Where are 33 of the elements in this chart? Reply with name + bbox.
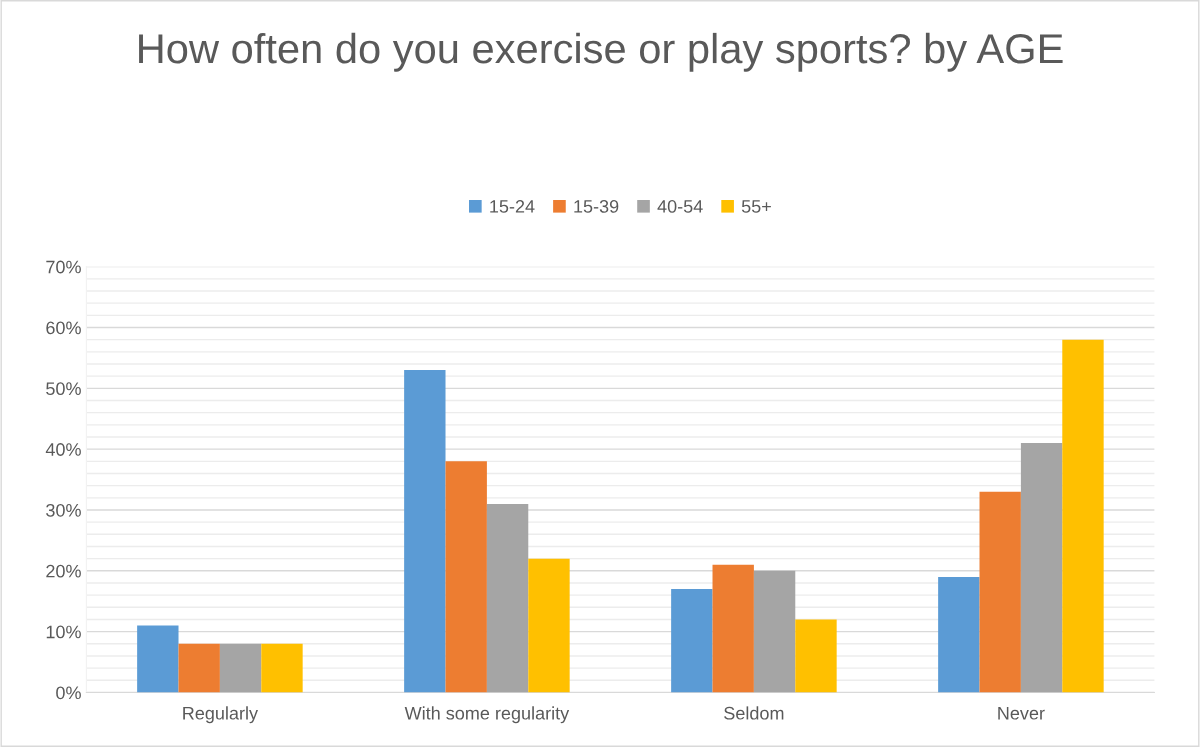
bar [979, 491, 1021, 693]
bar [219, 643, 262, 693]
y-tick-label: 20% [46, 564, 81, 578]
x-tick-label: Regularly [183, 706, 258, 724]
legend-label: 55+ [741, 200, 771, 213]
y-tick-label: 30% [46, 503, 81, 517]
bar [486, 503, 529, 693]
bar [753, 570, 796, 693]
legend-label: 15-24 [490, 200, 535, 213]
chart-title: How often do you exercise or play sports? by AGE [139, 32, 1063, 72]
bar [938, 576, 980, 693]
y-tick-label: 60% [46, 321, 81, 335]
bar [671, 589, 713, 693]
y-tick-label: 50% [46, 382, 81, 396]
bar [445, 461, 487, 693]
bar [404, 370, 446, 693]
legend-label: 15-39 [574, 200, 619, 213]
y-tick-label: 10% [46, 625, 81, 639]
bar [712, 564, 754, 693]
bar [1062, 339, 1104, 693]
y-tick-label: 70% [46, 260, 81, 274]
bar [795, 619, 837, 693]
bar [178, 643, 220, 693]
bar [261, 643, 303, 693]
bar [528, 558, 570, 693]
bar [1020, 443, 1063, 693]
y-tick-label: 0% [56, 686, 81, 700]
y-tick-label: 40% [45, 443, 81, 456]
x-tick-label: Never [998, 707, 1045, 720]
bar [137, 625, 179, 693]
x-tick-label: Seldom [724, 706, 784, 720]
x-tick-label: With some regularity [404, 706, 570, 724]
legend-label: 40-54 [657, 200, 703, 213]
